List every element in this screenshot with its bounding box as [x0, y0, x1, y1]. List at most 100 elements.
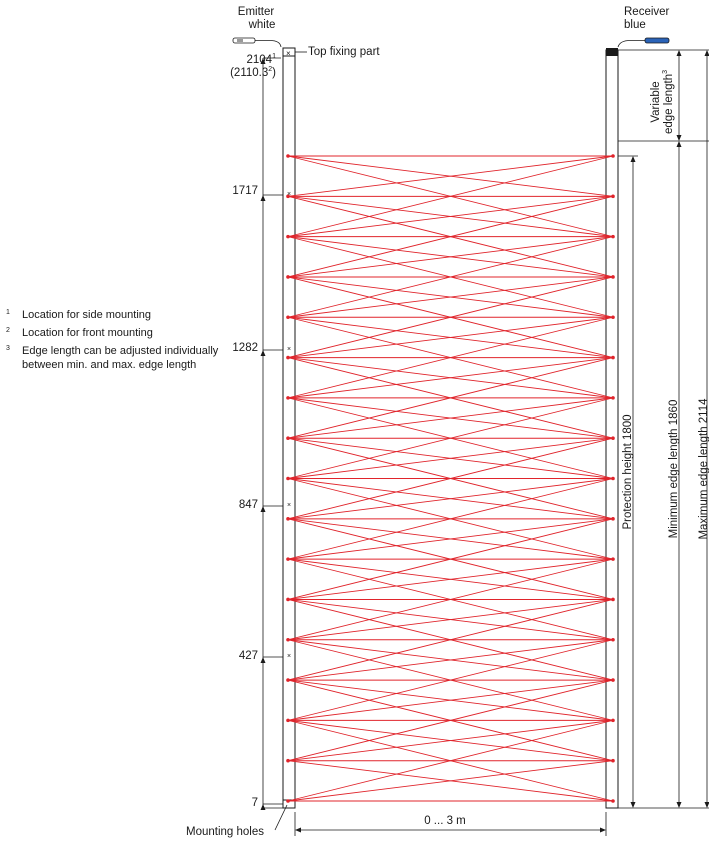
footnotes: 1 Location for side mounting 2 Location fo… — [6, 308, 218, 372]
footnote-3: 3 Edge length can be adjusted individuall… — [6, 345, 219, 371]
dimension-arrow-top — [260, 58, 266, 64]
beam-node — [611, 476, 615, 481]
beam-node — [286, 637, 290, 642]
beam-node — [611, 275, 615, 279]
receiver-cable-icon — [617, 37, 670, 48]
beam-node — [611, 234, 615, 239]
beam-node — [286, 476, 290, 481]
beam-line — [287, 195, 614, 238]
dimension-arrow — [260, 657, 266, 663]
dimension-arrow — [260, 804, 266, 810]
emitter-column — [282, 49, 296, 809]
beam-line — [287, 357, 614, 399]
receiver-top-cap — [606, 48, 618, 56]
mounting-mark: × — [287, 502, 291, 509]
distance-label: 0 ... 3 m — [424, 815, 466, 827]
protection-height-dim-arrow-top — [630, 156, 636, 162]
mounting-holes-leader — [274, 804, 288, 831]
minimum-edge-dim-arrow-top — [676, 141, 682, 147]
beam-node — [611, 194, 615, 199]
variable-edge-label: Variable edge length3 — [650, 69, 675, 135]
beam-line — [287, 316, 614, 359]
beam-node — [286, 597, 290, 602]
beam-line — [287, 558, 614, 600]
emitter-label-line2: white — [248, 19, 276, 31]
beam-line — [287, 639, 614, 681]
mounting-mark: × — [287, 346, 291, 353]
beam-node — [611, 355, 615, 360]
beam-node — [611, 315, 615, 320]
protection-height-label: Protection height 1800 — [622, 414, 634, 530]
emitter-cable-icon — [232, 37, 282, 48]
top-dimension-alt-close: ) — [272, 67, 276, 79]
beam-node — [286, 396, 290, 400]
beam-node — [611, 799, 615, 803]
height-mark-7: 7 — [251, 797, 258, 809]
beam-node — [286, 678, 290, 682]
maximum-edge-length-label: Maximum edge length 2114 — [698, 398, 709, 540]
receiver-column — [605, 49, 619, 809]
top-dimension-alt-sup: 2 — [268, 66, 273, 74]
beam-node — [611, 154, 615, 158]
mounting-mark: × — [287, 191, 291, 198]
beam-node — [286, 557, 290, 561]
beam-node — [611, 597, 615, 602]
protection-height-dim-arrow-bottom — [630, 802, 636, 808]
beam-line — [287, 478, 614, 520]
beam-node — [286, 517, 290, 521]
beam-node — [286, 315, 290, 320]
beam-node — [286, 234, 290, 239]
beam-node — [286, 436, 290, 440]
beam-node — [286, 355, 290, 360]
beam-line — [287, 155, 614, 197]
beam-node — [286, 154, 290, 158]
maximum-edge-dim-arrow-bottom — [704, 802, 709, 808]
emitter-top-marker: × — [286, 49, 291, 58]
emitter-label: Emitter white — [231, 6, 281, 32]
footnote-1: 1 Location for side mounting — [6, 309, 152, 321]
beam-line — [287, 236, 614, 278]
beam-node — [611, 436, 615, 440]
beam-line — [287, 276, 614, 318]
beam-node — [286, 718, 290, 723]
beam-pattern — [286, 154, 615, 803]
top-dimension-sup: 1 — [272, 53, 276, 61]
beam-node — [286, 275, 290, 279]
mounting-mark: × — [287, 653, 291, 660]
beam-node — [611, 517, 615, 521]
top-dimension-label: 21041 (2110.32) — [226, 53, 276, 80]
distance-dimension — [294, 812, 607, 836]
beam-line — [287, 679, 614, 721]
dimension-arrow — [260, 195, 266, 201]
top-fixing-label: Top fixing part — [308, 46, 380, 58]
beam-line — [287, 437, 614, 479]
beam-line — [287, 719, 614, 762]
right-dimensions — [618, 49, 709, 809]
variable-edge-dim-arrow-top — [676, 50, 682, 56]
beam-line — [287, 518, 614, 560]
beam-line — [287, 397, 614, 439]
height-mark-427: 427 — [238, 650, 258, 662]
dimension-arrow — [260, 506, 266, 512]
beam-node — [611, 637, 615, 642]
mounting-holes-label: Mounting holes — [186, 826, 264, 838]
beam-line — [287, 760, 614, 802]
receiver-label-line2: blue — [624, 19, 646, 31]
minimum-edge-length-label: Minimum edge length 1860 — [668, 399, 680, 539]
emitter-label-line1: Emitter — [237, 6, 275, 18]
minimum-edge-dim-arrow-bottom — [676, 802, 682, 808]
beam-node — [611, 396, 615, 400]
maximum-edge-dim-arrow-top — [704, 50, 709, 56]
beam-node — [611, 758, 615, 763]
beam-node — [286, 799, 290, 803]
top-dimension-alt: (2110.3 — [230, 67, 269, 79]
beam-node — [611, 678, 615, 682]
footnote-2: 2 Location for front mounting — [6, 327, 153, 339]
height-mark-847: 847 — [238, 499, 258, 511]
dimension-arrow — [260, 350, 266, 356]
beam-node — [611, 718, 615, 723]
beam-line — [287, 598, 614, 641]
height-mark-1282: 1282 — [232, 342, 258, 354]
